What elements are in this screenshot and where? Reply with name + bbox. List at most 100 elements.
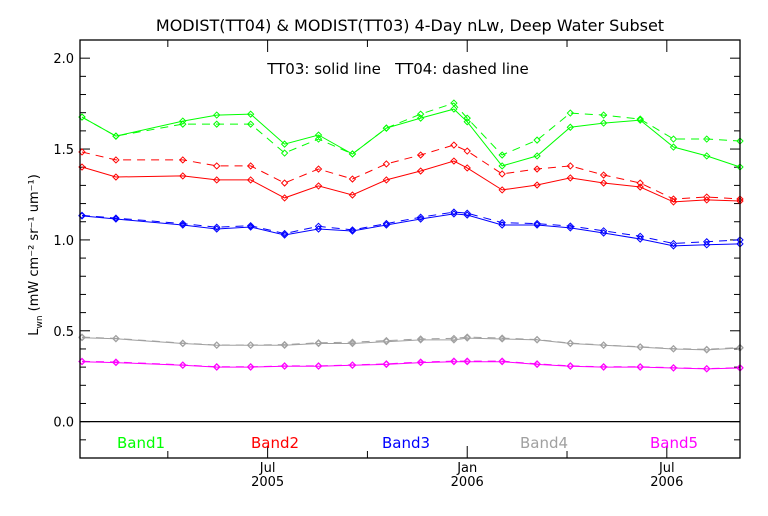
data-point <box>246 162 255 170</box>
data-point <box>314 225 323 233</box>
data-point <box>533 136 541 144</box>
series-band2-tt04 <box>78 141 744 203</box>
data-point <box>348 226 357 234</box>
data-point <box>213 162 221 170</box>
data-point <box>498 151 506 159</box>
data-point <box>463 333 471 341</box>
data-point <box>463 114 471 122</box>
data-point <box>498 221 506 229</box>
data-point <box>78 357 86 366</box>
data-point <box>280 140 289 148</box>
data-point <box>599 171 608 179</box>
x-tick-label-year: 2006 <box>650 475 683 490</box>
data-point <box>382 360 391 368</box>
series-band1-tt03 <box>78 105 744 171</box>
data-point <box>314 222 323 230</box>
data-point <box>736 343 744 352</box>
series-band4-tt04 <box>78 333 744 354</box>
data-point <box>736 163 744 171</box>
line-style-annotation: TT03: solid line TT04: dashed line <box>266 60 529 78</box>
data-point <box>636 343 644 351</box>
data-point <box>463 334 471 342</box>
data-point <box>416 167 425 175</box>
data-point <box>599 341 608 349</box>
data-point <box>416 151 425 159</box>
data-point <box>450 357 458 365</box>
y-tick-label: 1.0 <box>53 234 74 249</box>
data-point <box>533 335 541 344</box>
data-point <box>669 198 678 206</box>
series-line <box>81 108 741 168</box>
data-point <box>348 338 357 346</box>
data-point <box>736 137 744 145</box>
data-point <box>599 119 608 127</box>
series-line <box>81 144 741 200</box>
legend-band5: Band5 <box>650 434 698 452</box>
series-group <box>78 99 744 373</box>
data-point <box>179 361 187 369</box>
data-point <box>348 361 357 369</box>
data-point <box>703 364 711 373</box>
y-tick-label: 0.5 <box>53 325 74 340</box>
data-point <box>314 135 323 143</box>
data-point <box>463 164 471 172</box>
x-tick-label-month: Jul <box>259 461 276 476</box>
data-point <box>314 339 323 348</box>
data-point <box>382 160 391 168</box>
data-point <box>669 344 678 353</box>
data-point <box>112 132 120 140</box>
data-point <box>703 196 711 204</box>
data-point <box>179 219 187 228</box>
series-line <box>81 360 741 370</box>
data-point <box>566 109 575 117</box>
data-point <box>703 193 711 201</box>
data-point <box>382 124 391 132</box>
series-line <box>81 102 741 156</box>
data-point <box>179 339 187 347</box>
y-tick-label: 1.5 <box>53 143 74 158</box>
data-point <box>669 363 678 372</box>
series-line <box>81 160 741 203</box>
data-point <box>213 176 221 184</box>
data-point <box>703 241 711 249</box>
data-point <box>78 211 86 220</box>
y-tick-label: 2.0 <box>53 52 74 67</box>
data-point <box>416 213 425 221</box>
plot-frame <box>79 39 741 459</box>
data-point <box>280 340 289 349</box>
data-point <box>246 363 255 371</box>
data-point <box>179 117 187 125</box>
data-point <box>636 235 644 243</box>
data-point <box>450 336 458 344</box>
data-point <box>566 339 575 347</box>
data-point <box>599 111 608 119</box>
data-point <box>213 363 221 371</box>
x-tick-label-year: 2006 <box>451 475 484 490</box>
data-point <box>566 162 575 170</box>
data-point <box>736 236 744 244</box>
legend-band1: Band1 <box>117 434 165 452</box>
data-point <box>382 176 391 184</box>
data-point <box>78 163 86 171</box>
data-point <box>314 182 323 190</box>
data-point <box>599 363 608 371</box>
data-point <box>498 162 506 170</box>
data-point <box>382 337 391 346</box>
data-point <box>246 222 255 230</box>
x-tick-label-month: Jan <box>456 461 477 476</box>
data-point <box>112 173 120 181</box>
data-point <box>112 358 120 366</box>
data-point <box>450 141 458 149</box>
data-point <box>246 341 255 349</box>
data-point <box>669 135 678 143</box>
data-point <box>213 111 221 119</box>
series-band2-tt03 <box>78 157 744 206</box>
data-point <box>213 223 221 231</box>
data-point <box>382 221 391 229</box>
data-point <box>179 221 187 229</box>
data-point <box>566 174 575 182</box>
data-point <box>703 152 711 160</box>
x-tick-label-year: 2005 <box>251 475 284 490</box>
data-point <box>533 219 541 228</box>
